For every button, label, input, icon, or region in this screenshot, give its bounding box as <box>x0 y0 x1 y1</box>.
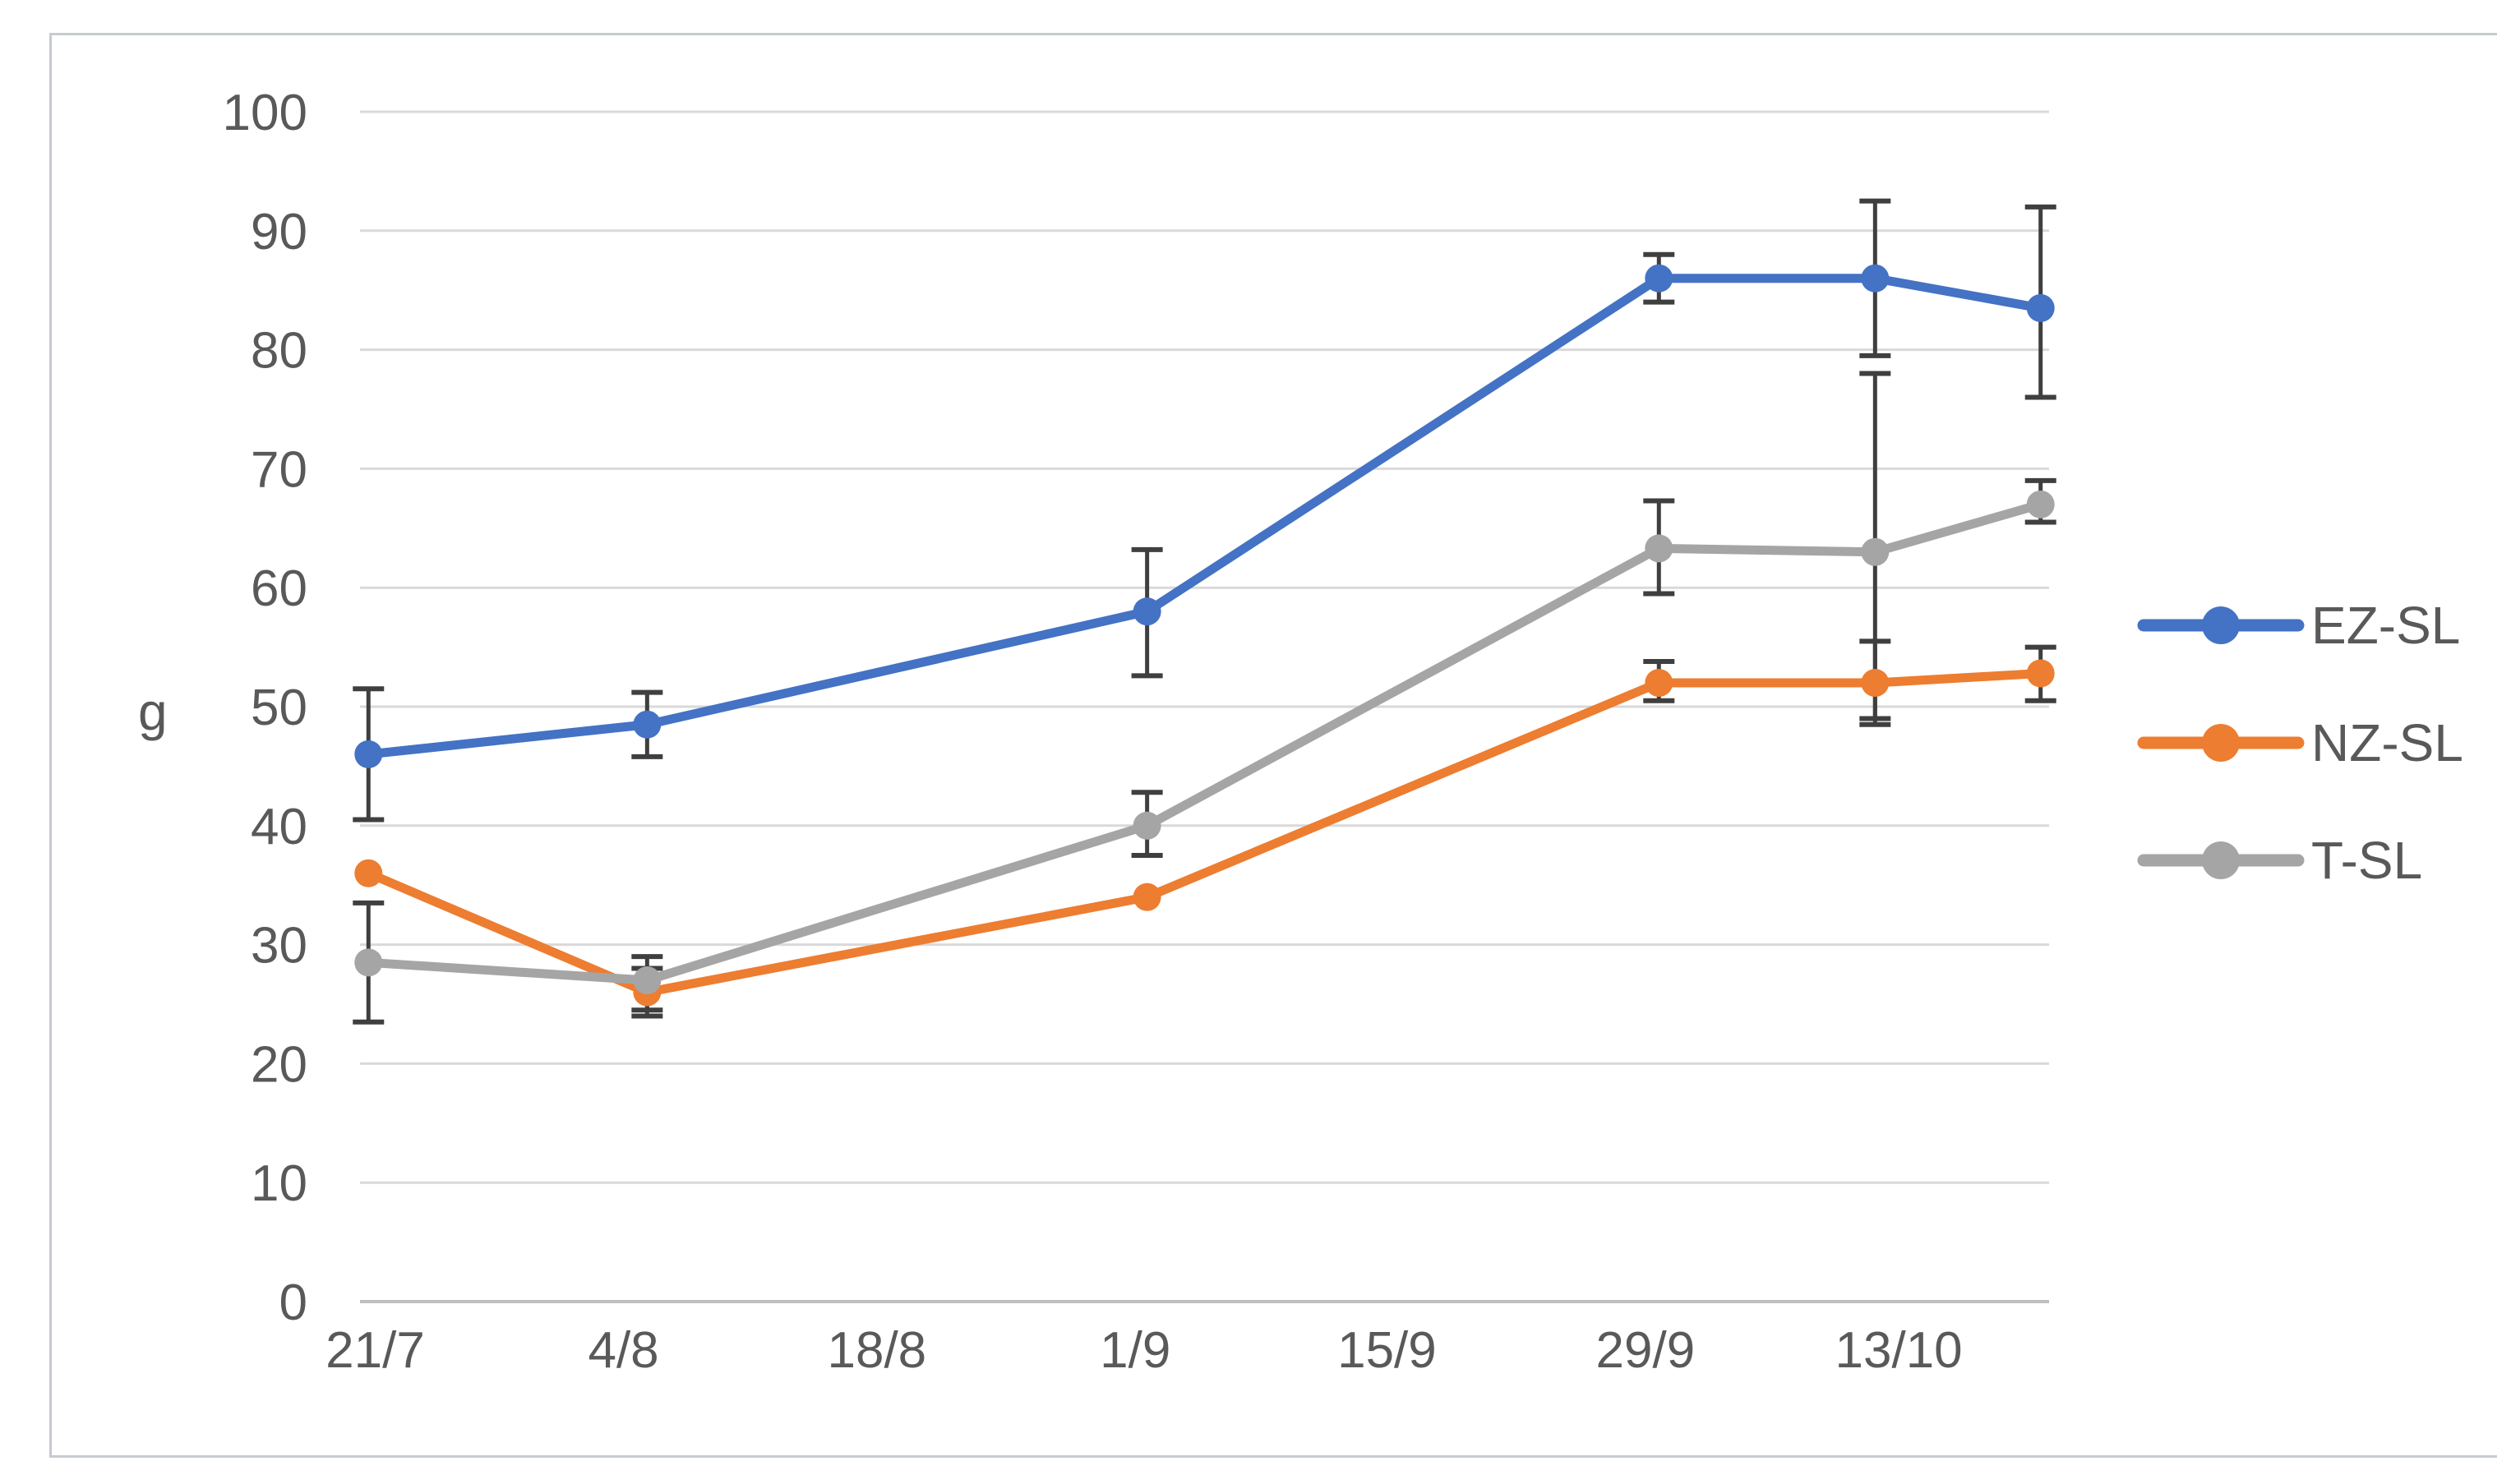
data-point-T-SL-29/9 <box>1645 534 1673 563</box>
y-tick-label: 60 <box>251 560 307 617</box>
data-point-T-SL-4/8 <box>633 966 662 995</box>
x-tick-label: 13/10 <box>1835 1322 1963 1379</box>
legend-label-T-SL: T-SL <box>2311 831 2422 890</box>
x-tick-label: 1/9 <box>1100 1322 1170 1379</box>
legend-swatch-dot-EZ-SL <box>2202 606 2240 644</box>
y-tick-label: 20 <box>251 1036 307 1093</box>
data-point-T-SL-21/7 <box>354 948 383 977</box>
y-tick-label: 50 <box>251 680 307 736</box>
x-tick-label: 29/9 <box>1596 1322 1696 1379</box>
series-line-EZ-SL <box>363 274 2046 759</box>
x-tick-label: 15/9 <box>1337 1322 1437 1379</box>
data-point-NZ-SL-13/10 <box>1861 669 1890 698</box>
data-point-T-SL <box>2026 490 2055 518</box>
x-tick-label: 4/8 <box>588 1322 658 1379</box>
data-point-EZ-SL-1/9 <box>1133 597 1161 626</box>
y-tick-label: 0 <box>279 1274 307 1331</box>
y-tick-label: 80 <box>251 323 307 380</box>
y-tick-label: 90 <box>251 204 307 260</box>
y-tick-label: 10 <box>251 1155 307 1212</box>
data-point-EZ-SL-21/7 <box>354 740 383 768</box>
x-tick-label: 21/7 <box>325 1322 425 1379</box>
data-point-NZ-SL <box>2026 659 2055 688</box>
data-point-T-SL-13/10 <box>1861 537 1890 566</box>
data-point-NZ-SL-21/7 <box>354 859 383 887</box>
chart-figure: 0 10 20 30 40 50 60 70 80 90 100 21/7 4/8 18/8 1/9 15/9… <box>33 13 2497 1471</box>
growth-line-chart: 0 10 20 30 40 50 60 70 80 90 100 21/7 4/8 18/8 1/9 15/9… <box>223 85 2463 1379</box>
x-tick-label: 18/8 <box>827 1322 926 1379</box>
legend-label-NZ-SL: NZ-SL <box>2311 713 2463 772</box>
data-point-NZ-SL-1/9 <box>1133 883 1161 911</box>
data-point-EZ-SL <box>2026 293 2055 322</box>
y-tick-label: 70 <box>251 441 307 498</box>
data-point-EZ-SL-13/10 <box>1861 264 1890 293</box>
y-tick-label: 30 <box>251 918 307 975</box>
series-line-NZ-SL <box>363 668 2046 998</box>
data-point-EZ-SL-4/8 <box>633 710 662 739</box>
y-tick-label: 100 <box>223 85 307 141</box>
legend-swatch-dot-T-SL <box>2202 841 2240 879</box>
legend-swatch-dot-NZ-SL <box>2202 724 2240 762</box>
legend-label-EZ-SL: EZ-SL <box>2311 596 2460 655</box>
data-point-T-SL-1/9 <box>1133 811 1161 840</box>
series-line-T-SL <box>363 500 2046 985</box>
data-point-NZ-SL-29/9 <box>1645 669 1673 698</box>
y-tick-label: 40 <box>251 799 307 855</box>
data-point-EZ-SL-29/9 <box>1645 264 1673 293</box>
y-axis-title: g <box>138 682 168 741</box>
